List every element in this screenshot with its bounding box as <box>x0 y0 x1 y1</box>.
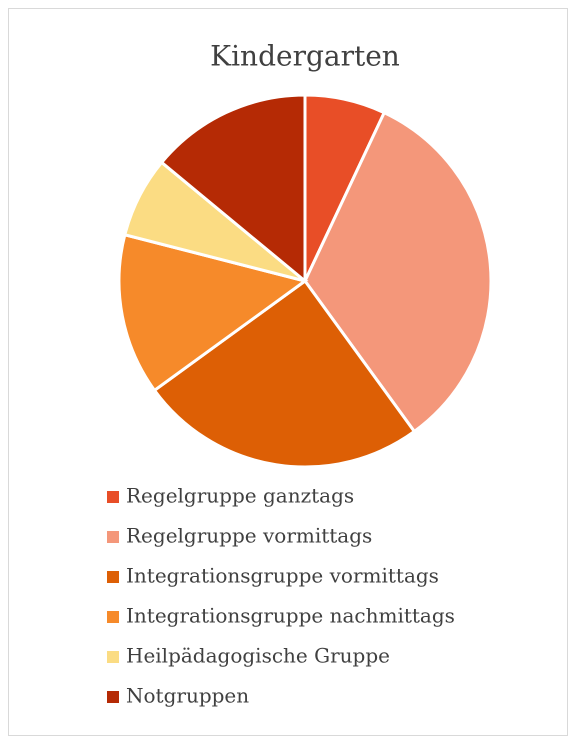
pie-slice <box>303 110 493 434</box>
legend-swatch <box>107 691 119 703</box>
legend-label: Regelgruppe vormittags <box>126 524 372 548</box>
legend-swatch <box>107 491 119 503</box>
legend-swatch <box>107 651 119 663</box>
legend-label: Integrationsgruppe nachmittags <box>126 604 455 628</box>
pie-slice <box>117 232 309 393</box>
legend-label: Regelgruppe ganztags <box>126 484 354 508</box>
legend-label: Notgruppen <box>126 684 249 708</box>
legend-swatch <box>107 531 119 543</box>
chart-title: Kindergarten <box>210 40 400 73</box>
legend-label: Integrationsgruppe vormittags <box>126 564 439 588</box>
pie-slice <box>159 93 307 285</box>
legend-label: Heilpädagogische Gruppe <box>126 644 390 668</box>
legend-swatch <box>107 611 119 623</box>
legend-swatch <box>107 571 119 583</box>
pie-slice <box>152 278 417 469</box>
